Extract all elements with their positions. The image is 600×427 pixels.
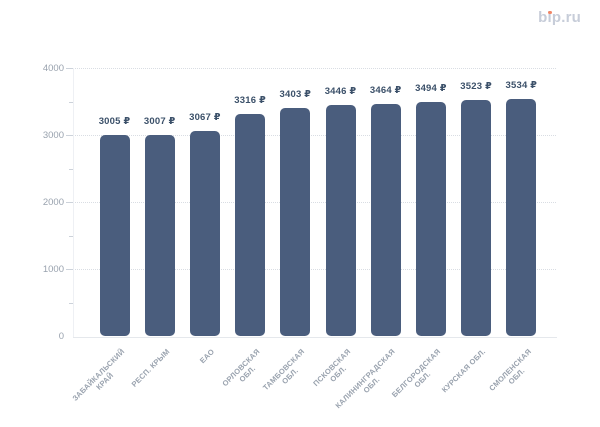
y-gridline [75, 202, 556, 203]
bar [370, 103, 401, 336]
y-minor-tick-mark [69, 168, 73, 170]
bar [461, 99, 492, 336]
bar-value-label: 3464 ₽ [369, 84, 402, 96]
bar [189, 130, 220, 336]
x-axis-label: КУРСКАЯ ОБЛ. [440, 347, 487, 394]
x-axis-label: ЕАО [198, 347, 216, 365]
bar-value-label: 3534 ₽ [505, 80, 538, 92]
y-minor-tick-mark [69, 235, 73, 237]
y-tick-label: 4000 [42, 62, 64, 74]
bar-value-label: 3316 ₽ [234, 94, 266, 106]
x-axis-label: ТАМБОВСКАЯ ОБЛ. [261, 347, 313, 399]
bar-value-label: 3067 ₽ [189, 111, 221, 123]
bar [144, 134, 175, 336]
x-axis-label-line: КУРСКАЯ ОБЛ. [440, 347, 488, 395]
bar-value-label: 3446 ₽ [324, 86, 357, 98]
x-axis-line [73, 337, 557, 338]
y-gridline [75, 135, 556, 136]
y-tick-label: 0 [58, 330, 64, 342]
y-gridline [75, 68, 556, 69]
bar-value-label: 3523 ₽ [460, 80, 492, 92]
bar-value-label: 3007 ₽ [143, 115, 176, 127]
bar [415, 101, 446, 336]
bar-value-label: 3494 ₽ [415, 82, 447, 94]
y-tick-mark [66, 68, 73, 69]
y-tick-mark [66, 202, 73, 203]
bar-value-label: 3403 ₽ [279, 88, 312, 100]
bar [280, 107, 311, 336]
logo-i-dot [548, 10, 552, 15]
bar [99, 134, 130, 336]
x-axis-label: СМОЛЕНСКАЯ ОБЛ. [487, 347, 539, 399]
bar [506, 99, 537, 336]
x-axis-label: ОРЛОВСКАЯ ОБЛ. [220, 347, 268, 395]
y-tick-mark [66, 135, 73, 136]
x-axis-label-line: РЕСП. КРЫМ [129, 347, 172, 389]
y-tick-label: 2000 [42, 196, 64, 208]
x-axis-label-line: ЕАО [198, 347, 217, 366]
y-tick-label: 3000 [42, 129, 64, 141]
y-tick-label: 1000 [42, 263, 64, 275]
bar [235, 113, 266, 336]
bip-logo[interactable]: bip.ru [538, 9, 581, 26]
y-minor-tick-mark [69, 101, 73, 103]
y-gridline [75, 269, 556, 270]
y-tick-mark [66, 269, 73, 270]
bar [325, 105, 356, 336]
bar-value-label: 3005 ₽ [98, 115, 131, 127]
y-minor-tick-mark [69, 302, 73, 304]
x-axis-label: ЗАБАЙКАЛЬСКИЙ КРАЙ [70, 347, 132, 409]
x-axis-label: РЕСП. КРЫМ [129, 347, 171, 389]
y-axis-line [73, 68, 74, 337]
